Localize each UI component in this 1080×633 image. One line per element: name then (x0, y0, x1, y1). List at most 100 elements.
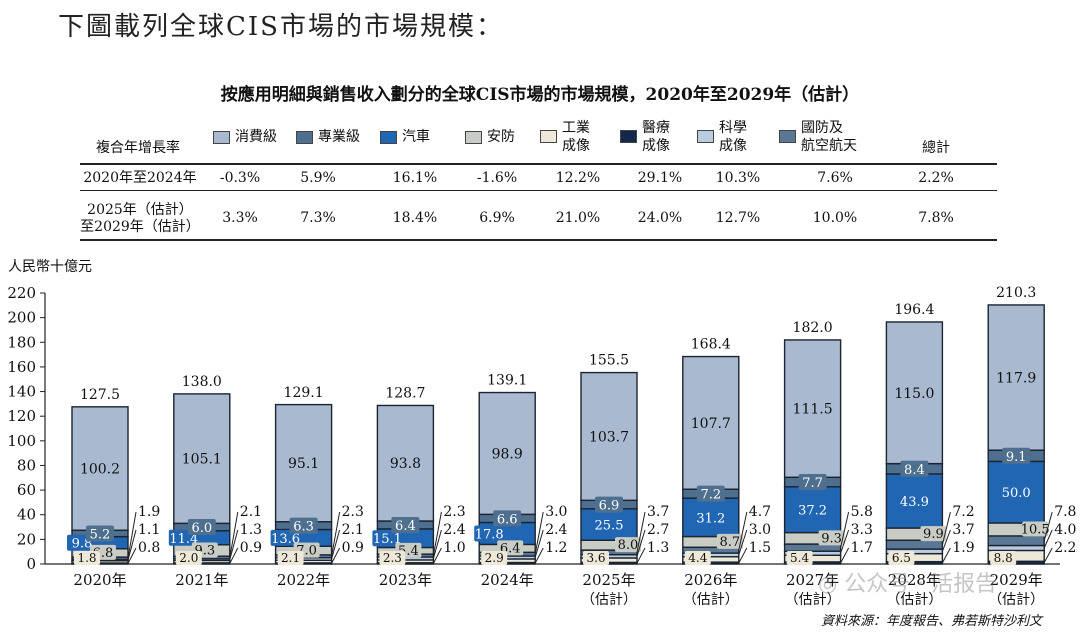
data-label-tag-industrial (74, 551, 100, 565)
data-label-auto: 15.1 (373, 532, 402, 547)
bar-segment-consumer (274, 403, 333, 523)
data-label-tag-industrial (175, 551, 202, 565)
leader-line-defense (229, 511, 239, 558)
data-label-security: 9.3 (821, 531, 842, 546)
bar-total-label: 139.1 (487, 373, 527, 389)
x-tick-note: （估計） (581, 592, 637, 608)
data-label-science: 2.7 (647, 522, 669, 538)
legend-label-industrial: 成像 (562, 138, 590, 154)
legend-swatch-defense (779, 130, 796, 143)
cagr-value: 7.3% (300, 210, 336, 226)
data-label-tag-security (716, 533, 743, 549)
legend-label-medical: 醫療 (642, 120, 670, 136)
cagr-value: 3.3% (222, 210, 258, 226)
data-label-professional: 6.3 (293, 520, 314, 535)
leader-line-medical (127, 547, 137, 564)
data-label-medical: 1.2 (545, 540, 567, 556)
x-tick-label: 2022年 (277, 571, 330, 589)
data-label-professional: 6.0 (191, 521, 212, 536)
legend-label-medical: 成像 (642, 138, 670, 154)
cagr-value: -1.6% (476, 170, 518, 186)
x-tick-label: 2021年 (175, 571, 228, 589)
data-label-tag-professional (595, 496, 623, 513)
data-label-auto: 17.8 (475, 527, 504, 542)
cagr-value: -0.3% (219, 170, 261, 186)
data-label-tag-industrial (583, 551, 609, 565)
y-tick-label: 200 (7, 309, 36, 327)
data-label-consumer: 98.9 (492, 446, 523, 462)
data-label-tag-auto (797, 501, 828, 518)
data-label-medical: 2.2 (1054, 540, 1076, 556)
data-label-tag-professional (696, 485, 725, 502)
data-label-tag-auto (270, 529, 301, 546)
data-label-medical: 1.7 (851, 540, 873, 556)
x-tick-label: 2029年 (990, 571, 1043, 589)
data-label-security: 8.0 (618, 538, 639, 553)
x-tick-label: 2023年 (379, 571, 432, 589)
y-tick-label: 120 (7, 407, 36, 425)
cagr-value: 10.3% (715, 170, 761, 186)
y-tick-label: 0 (26, 555, 36, 573)
data-label-consumer: 107.7 (691, 416, 731, 432)
x-tick-label: 2020年 (73, 571, 126, 589)
data-label-tag-industrial (990, 551, 1017, 565)
data-label-tag-auto (1001, 484, 1032, 501)
y-tick-label: 180 (7, 333, 36, 351)
data-label-auto: 50.0 (1002, 486, 1031, 501)
leader-line-science (941, 529, 951, 552)
bar-segment-consumer (783, 339, 842, 478)
data-label-medical: 0.8 (138, 540, 160, 556)
data-label-consumer: 105.1 (182, 452, 222, 468)
data-label-auto: 11.4 (169, 532, 198, 547)
x-tick-label: 2026年 (684, 571, 737, 589)
data-label-industrial: 1.8 (77, 551, 96, 565)
data-label-professional: 6.6 (497, 512, 518, 527)
x-tick-label: 2027年 (786, 571, 839, 589)
bar-segment-consumer (987, 304, 1045, 451)
data-label-science: 2.4 (443, 522, 465, 538)
data-label-science: 1.1 (138, 522, 160, 538)
y-tick-label: 40 (17, 506, 36, 524)
watermark: ◎ 公众号 · 活报告 (818, 572, 998, 597)
leader-line-defense (636, 511, 646, 553)
data-label-industrial: 2.0 (179, 551, 198, 565)
data-label-tag-professional (798, 474, 827, 491)
cagr-value: 6.9% (479, 210, 515, 226)
leader-line-science (636, 529, 646, 557)
data-label-tag-security (1022, 521, 1049, 537)
y-axis-unit-label: 人民幣十億元 (8, 259, 92, 275)
data-label-science: 2.1 (342, 522, 364, 538)
data-label-science: 3.0 (749, 522, 771, 538)
bar-total-label: 128.7 (385, 385, 425, 401)
data-label-tag-professional (289, 517, 318, 534)
data-label-tag-auto (899, 492, 930, 509)
data-label-security: 9.9 (923, 527, 944, 542)
bar-total-label: 127.5 (80, 387, 120, 403)
cagr-value: 29.1% (637, 170, 683, 186)
data-label-industrial: 3.6 (586, 551, 605, 565)
legend-label-consumer: 消費級 (235, 129, 277, 145)
data-label-industrial: 2.3 (383, 551, 402, 565)
leader-line-medical (534, 547, 544, 564)
leader-line-medical (229, 547, 239, 564)
cagr-value: 24.0% (637, 210, 683, 226)
bar-total-label: 155.5 (589, 352, 629, 368)
data-label-professional: 5.2 (90, 527, 111, 542)
legend-label-industrial: 工業 (562, 120, 590, 136)
data-label-science: 2.4 (545, 522, 567, 538)
data-label-tag-professional (1002, 447, 1031, 464)
leader-line-science (1043, 529, 1053, 549)
leader-line-medical (738, 547, 748, 564)
x-tick-note: （估計） (988, 592, 1044, 608)
data-label-tag-security (920, 526, 947, 542)
leader-line-defense (941, 511, 951, 545)
bar-total-label: 138.0 (182, 374, 222, 390)
bar-total-label: 129.1 (284, 385, 324, 401)
data-label-tag-industrial (481, 551, 508, 565)
leader-line-defense (1043, 511, 1053, 541)
leader-line-defense (840, 511, 850, 548)
y-tick-label: 80 (17, 456, 36, 474)
x-tick-note: （估計） (886, 592, 942, 608)
data-label-professional: 6.4 (395, 519, 416, 534)
data-label-defense: 7.2 (952, 504, 974, 520)
